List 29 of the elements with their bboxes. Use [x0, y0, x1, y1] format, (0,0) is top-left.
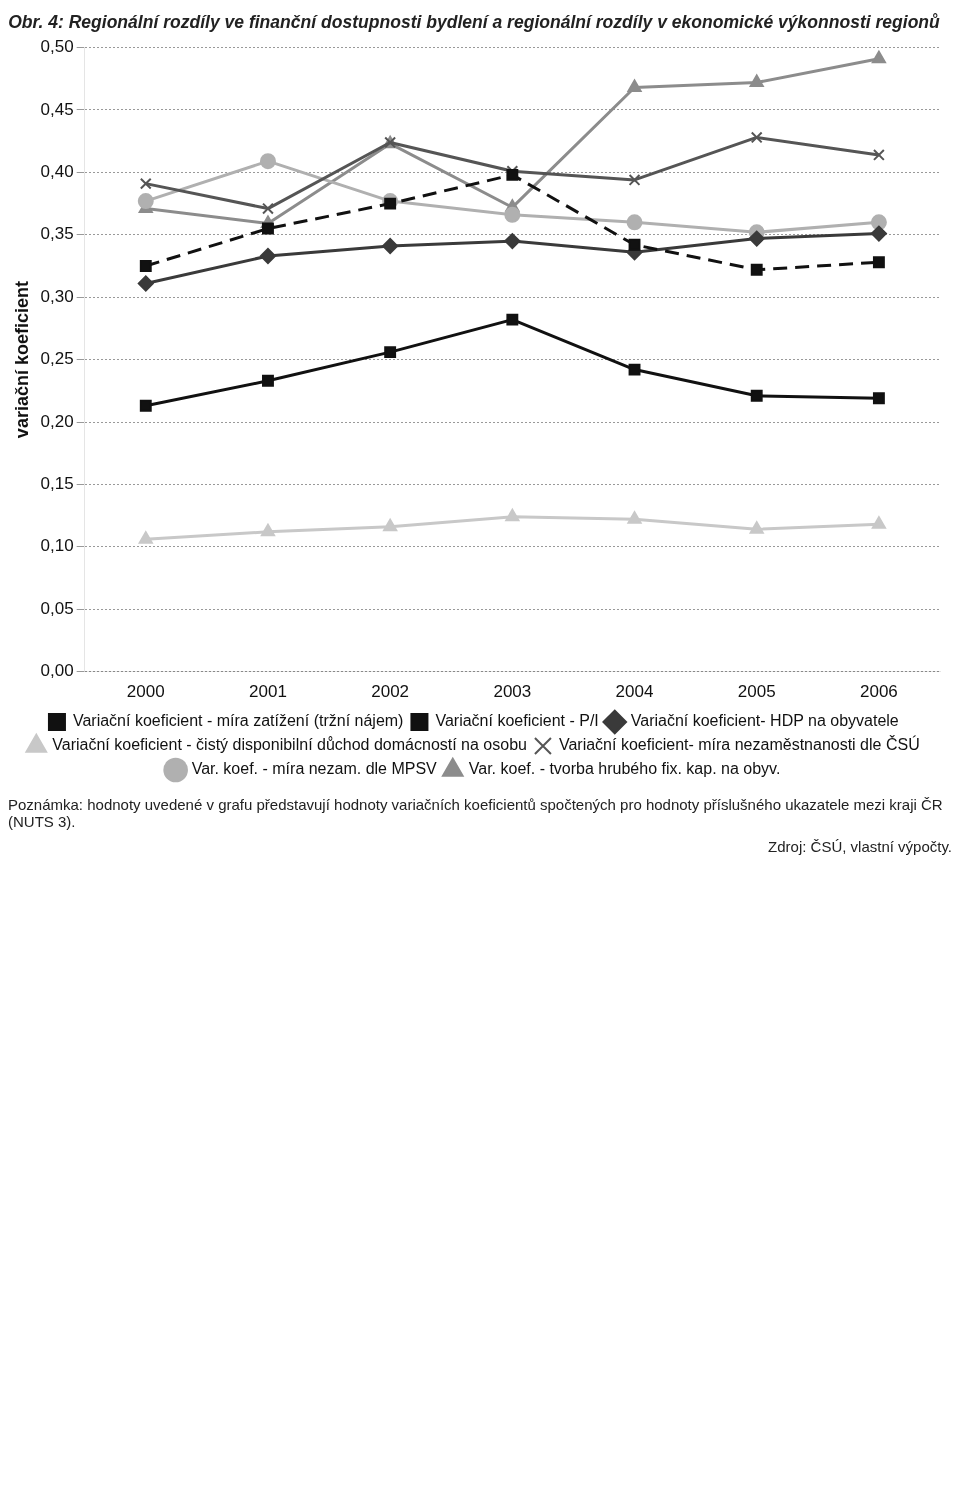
- y-tick-label: 0,00: [40, 661, 74, 681]
- y-tick-label: 0,40: [40, 162, 74, 182]
- legend-label: Variační koeficient- míra nezaměstnanosti dle ČSÚ: [558, 735, 920, 754]
- y-axis-title: variační koeficient: [11, 281, 32, 439]
- y-tick-label: 0,05: [40, 598, 74, 618]
- text: Poznámka: hodnoty uvedené v grafu představují hodnoty variačních koeficientů spočtených pro hodnoty příslušného ukazatele mezi kraji ČR (NUTS 3).: [8, 796, 944, 830]
- y-tick-label: 0,25: [40, 349, 74, 369]
- text: Zdroj: ČSÚ, vlastní výpočty.: [767, 838, 952, 855]
- y-tick-label: 0,10: [40, 536, 74, 556]
- x-tick-label: 2002: [371, 682, 410, 702]
- y-tick-label: 0,50: [40, 37, 74, 57]
- y-tick-label: 0,45: [40, 99, 74, 119]
- x-tick-label: 2000: [126, 682, 165, 702]
- legend-label: Variační koeficient - čistý disponibilní důchod domácností na osobu: [52, 736, 527, 754]
- y-tick-label: 0,15: [40, 474, 74, 494]
- y-tick-label: 0,35: [40, 224, 74, 244]
- legend-label: Variační koeficient- HDP na obyvatele: [630, 712, 899, 730]
- x-tick-label: 2004: [615, 682, 654, 702]
- x-tick-label: 2006: [859, 682, 898, 702]
- chart-title: Obr. 4: Regionální rozdíly ve finanční dostupnosti bydlení a regionální rozdíly v ekonomické výkonnosti regionů: [8, 11, 940, 32]
- legend-label: Variační koeficient - míra zatížení (tržní nájem): [72, 712, 404, 730]
- legend-label: Variační koeficient - P/I: [435, 712, 599, 730]
- x-tick-label: 2001: [249, 682, 287, 702]
- legend-label: Var. koef. - tvorba hrubého fix. kap. na obyv.: [468, 760, 781, 778]
- x-tick-label: 2003: [493, 682, 532, 702]
- x-tick-label: 2005: [737, 682, 776, 702]
- y-tick-label: 0,20: [40, 411, 74, 431]
- legend-label: Var. koef. - míra nezam. dle MPSV: [191, 760, 438, 778]
- y-tick-label: 0,30: [40, 286, 74, 306]
